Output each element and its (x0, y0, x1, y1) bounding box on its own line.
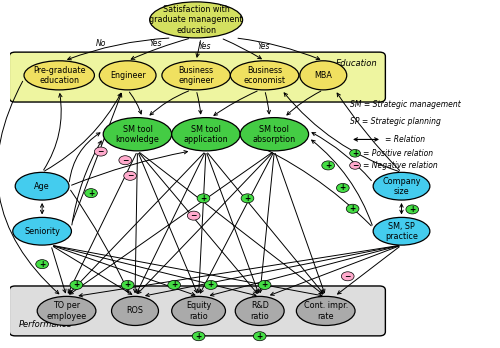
FancyBboxPatch shape (10, 52, 386, 102)
Text: R&D
ratio: R&D ratio (250, 301, 269, 321)
Text: SM, SP
practice: SM, SP practice (385, 222, 418, 241)
Circle shape (192, 332, 205, 341)
Text: SM = Strategic management: SM = Strategic management (350, 100, 461, 109)
Circle shape (188, 211, 200, 220)
Text: TO per
employee: TO per employee (46, 301, 86, 321)
Text: +: + (39, 260, 45, 269)
Text: Yes: Yes (258, 42, 270, 51)
Ellipse shape (230, 61, 299, 90)
Text: MBA: MBA (314, 71, 332, 80)
Text: +: + (256, 332, 263, 341)
Text: +: + (124, 280, 131, 290)
FancyBboxPatch shape (10, 286, 386, 336)
Circle shape (204, 280, 217, 290)
Text: +: + (262, 280, 268, 290)
Ellipse shape (24, 61, 94, 90)
Text: No: No (96, 39, 106, 48)
Ellipse shape (162, 61, 230, 90)
Text: +: + (325, 161, 332, 170)
Text: −: − (127, 171, 134, 180)
Text: Yes: Yes (198, 42, 211, 51)
Text: Equity
ratio: Equity ratio (186, 301, 211, 321)
Text: Satisfaction with
graduate management
education: Satisfaction with graduate management ed… (150, 5, 243, 35)
Text: SM tool
absorption: SM tool absorption (253, 125, 296, 144)
Circle shape (350, 150, 360, 157)
Circle shape (336, 183, 349, 192)
Text: Cont. impr.
rate: Cont. impr. rate (304, 301, 348, 321)
Ellipse shape (172, 296, 226, 325)
Ellipse shape (240, 118, 308, 151)
Text: Engineer: Engineer (110, 71, 146, 80)
Circle shape (168, 280, 180, 290)
Text: −: − (344, 272, 351, 281)
Circle shape (346, 204, 359, 213)
Circle shape (258, 280, 271, 290)
Circle shape (122, 280, 134, 290)
Ellipse shape (112, 296, 158, 325)
Text: = Positive relation: = Positive relation (363, 149, 433, 158)
Circle shape (124, 171, 136, 180)
Text: +: + (350, 204, 356, 213)
Ellipse shape (150, 2, 242, 38)
Text: +: + (171, 280, 177, 290)
Ellipse shape (100, 61, 156, 90)
Circle shape (322, 161, 334, 170)
Text: −: − (352, 161, 358, 170)
Ellipse shape (236, 296, 284, 325)
Circle shape (197, 194, 210, 203)
Text: +: + (200, 194, 206, 203)
Text: +: + (73, 280, 80, 290)
Text: −: − (190, 211, 197, 220)
Circle shape (84, 189, 98, 198)
Circle shape (119, 156, 132, 165)
Text: +: + (409, 205, 416, 214)
Circle shape (254, 332, 266, 341)
Text: Performance: Performance (19, 320, 72, 329)
Text: Business
engineer: Business engineer (178, 66, 214, 85)
Circle shape (342, 272, 354, 281)
Text: SP = Strategic planning: SP = Strategic planning (350, 117, 441, 126)
Circle shape (36, 260, 49, 269)
Text: +: + (208, 280, 214, 290)
Ellipse shape (15, 172, 69, 200)
Circle shape (241, 194, 254, 203)
Ellipse shape (300, 61, 346, 90)
Text: +: + (88, 189, 94, 198)
Ellipse shape (37, 296, 96, 325)
Text: −: − (98, 147, 104, 156)
Text: Age: Age (34, 182, 50, 191)
Text: Seniority: Seniority (24, 227, 60, 236)
Ellipse shape (103, 118, 172, 151)
Circle shape (70, 280, 82, 290)
Text: SM tool
application: SM tool application (184, 125, 228, 144)
Ellipse shape (172, 118, 240, 151)
Ellipse shape (13, 218, 72, 245)
Ellipse shape (373, 218, 430, 245)
Text: = Relation: = Relation (386, 135, 426, 144)
Circle shape (94, 147, 107, 156)
Ellipse shape (373, 172, 430, 200)
Text: +: + (244, 194, 250, 203)
Text: +: + (352, 149, 358, 158)
Text: Yes: Yes (150, 39, 162, 48)
Text: = Negative relation: = Negative relation (363, 161, 438, 170)
Text: −: − (122, 156, 128, 165)
Ellipse shape (296, 296, 355, 325)
Text: Education: Education (336, 59, 377, 68)
Text: +: + (196, 332, 202, 341)
Circle shape (350, 161, 360, 169)
Text: Business
economist: Business economist (244, 66, 286, 85)
Text: Company
size: Company size (382, 176, 421, 196)
Text: +: + (340, 183, 346, 192)
Text: Pre-graduate
education: Pre-graduate education (33, 66, 86, 85)
Text: SM tool
knowledge: SM tool knowledge (116, 125, 160, 144)
Circle shape (406, 205, 418, 214)
Text: ROS: ROS (126, 307, 144, 315)
